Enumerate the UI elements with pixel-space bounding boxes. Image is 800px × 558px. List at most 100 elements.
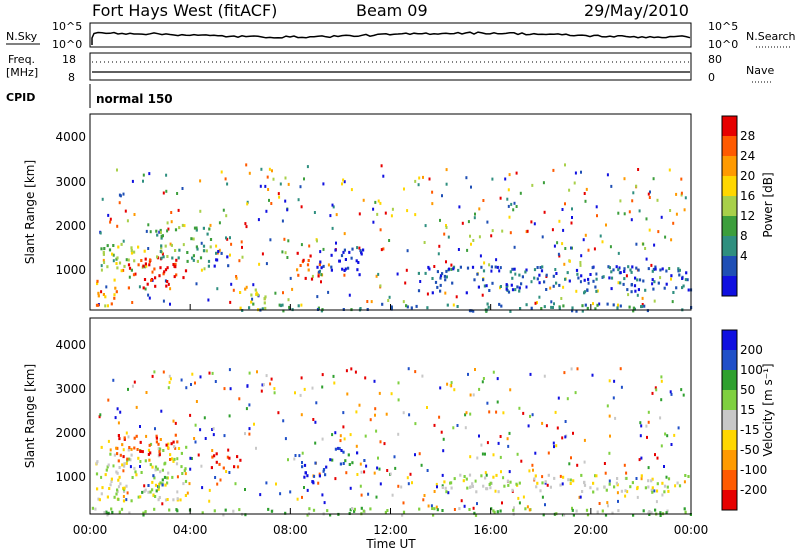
velocity-speckle-cell (543, 374, 546, 378)
power-feature-cell (634, 276, 637, 280)
power-feature-cell (482, 269, 486, 273)
power-speckle-cell (319, 250, 322, 254)
power-feature-cell (104, 295, 107, 299)
power-feature-cell (436, 285, 439, 289)
power-feature-cell (405, 304, 408, 308)
velocity-speckle-cell (639, 434, 642, 438)
power-speckle-cell (635, 184, 638, 188)
power-speckle-cell (650, 263, 653, 267)
power-feature-cell (594, 285, 597, 289)
velocity-feature-cell (117, 478, 120, 482)
power-feature-cell (156, 233, 159, 237)
velocity-speckle-cell (116, 407, 119, 411)
power-feature-cell (448, 267, 451, 271)
velocity-feature-cell (644, 486, 647, 490)
velocity-speckle-cell (262, 383, 265, 387)
velocity-speckle-cell (226, 455, 229, 459)
velocity-speckle-cell (635, 477, 638, 480)
velocity-speckle-cell (608, 451, 611, 455)
velocity-speckle-cell (300, 413, 303, 417)
power-feature-cell (584, 303, 587, 307)
power-speckle-cell (571, 216, 573, 219)
velocity-feature-cell (661, 481, 664, 485)
velocity-speckle-cell (273, 387, 276, 391)
power-speckle-cell (561, 208, 564, 211)
power-speckle-cell (659, 276, 662, 280)
power-speckle-cell (300, 243, 303, 247)
velocity-feature-cell (169, 453, 172, 457)
power-feature-cell (552, 274, 555, 278)
velocity-feature-cell (632, 513, 635, 517)
power-speckle-cell (281, 250, 284, 254)
velocity-feature-cell (462, 479, 465, 483)
power-feature-cell (125, 258, 128, 262)
velocity-feature-cell (155, 436, 158, 440)
velocity-speckle-cell (385, 412, 388, 416)
power-speckle-cell (617, 211, 620, 215)
power-speckle-cell (668, 267, 671, 270)
power-speckle-cell (525, 285, 528, 289)
velocity-feature-cell (663, 490, 666, 494)
velocity-speckle-cell (199, 375, 202, 379)
power-speckle-cell (512, 208, 515, 212)
velocity-speckle-cell (486, 441, 489, 445)
power-feature-cell (558, 283, 561, 287)
power-feature-cell (640, 305, 644, 308)
nsky-trace (91, 31, 691, 45)
velocity-feature-cell (515, 482, 518, 486)
power-feature-cell (288, 305, 291, 309)
power-speckle-cell (170, 220, 173, 224)
velocity-feature-cell (687, 475, 690, 478)
velocity-speckle-cell (117, 485, 120, 489)
power-speckle-cell (649, 190, 651, 194)
power-feature-cell (192, 254, 195, 258)
velocity-speckle-cell (656, 456, 659, 460)
velocity-speckle-cell (501, 501, 503, 505)
velocity-speckle-cell (598, 502, 601, 505)
power-feature-cell (643, 304, 646, 308)
velocity-speckle-cell (334, 431, 337, 435)
velocity-speckle-cell (683, 480, 686, 484)
power-feature-cell (148, 263, 151, 267)
velocity-feature-cell (131, 476, 134, 479)
power-speckle-cell (657, 230, 660, 234)
power-speckle-cell (297, 198, 300, 202)
velocity-speckle-cell (204, 437, 207, 440)
power-speckle-cell (488, 263, 491, 267)
velocity-ytick: 4000 (55, 338, 86, 352)
power-yticks: 4000 3000 2000 1000 (55, 130, 86, 277)
power-speckle-cell (495, 258, 498, 262)
velocity-speckle-cell (518, 406, 521, 410)
power-feature-cell (250, 293, 253, 297)
velocity-speckle-cell (244, 488, 246, 491)
freq-bottom-tick: 8 (68, 71, 75, 84)
power-speckle-cell (230, 242, 233, 246)
power-feature-cell (587, 277, 590, 281)
power-speckle-cell (533, 222, 536, 226)
velocity-feature-cell (158, 496, 161, 499)
velocity-speckle-cell (378, 467, 381, 471)
power-speckle-cell (534, 301, 537, 305)
power-feature-cell (652, 287, 655, 291)
velocity-speckle-cell (677, 426, 680, 430)
velocity-speckle-cell (534, 451, 537, 455)
power-speckle-cell (238, 259, 241, 263)
power-speckle-cell (284, 176, 287, 180)
nsearch-label: N.Search (746, 30, 796, 43)
velocity-speckle-cell (339, 434, 342, 438)
velocity-speckle-cell (495, 410, 498, 414)
power-feature-cell (156, 255, 159, 259)
velocity-feature-cell (338, 447, 341, 451)
power-feature-cell (128, 266, 132, 270)
velocity-speckle-cell (517, 496, 520, 500)
power-speckle-cell (99, 231, 102, 235)
power-feature-cell (427, 265, 430, 269)
velocity-speckle-cell (342, 425, 345, 429)
velocity-feature-cell (547, 473, 550, 477)
power-speckle-cell (403, 187, 405, 191)
velocity-speckle-cell (609, 434, 611, 438)
velocity-speckle-cell (516, 452, 519, 456)
velocity-feature-cell (172, 440, 175, 444)
power-speckle-cell (617, 251, 620, 255)
